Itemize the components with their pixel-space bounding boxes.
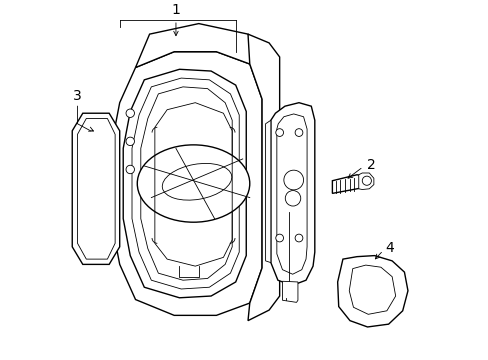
Circle shape	[275, 234, 283, 242]
Polygon shape	[358, 173, 373, 189]
Polygon shape	[72, 113, 120, 264]
Text: 1: 1	[171, 3, 180, 17]
Circle shape	[126, 137, 134, 145]
Polygon shape	[348, 265, 395, 314]
Text: 2: 2	[366, 158, 375, 172]
Text: 4: 4	[385, 240, 393, 255]
Ellipse shape	[162, 163, 231, 200]
Polygon shape	[247, 34, 279, 321]
Polygon shape	[78, 118, 115, 259]
Circle shape	[126, 165, 134, 174]
Polygon shape	[265, 120, 270, 263]
Polygon shape	[337, 256, 407, 327]
Circle shape	[362, 176, 371, 185]
Polygon shape	[135, 24, 262, 68]
Circle shape	[275, 129, 283, 136]
Polygon shape	[141, 87, 232, 280]
Circle shape	[295, 234, 302, 242]
Polygon shape	[282, 281, 297, 302]
Circle shape	[285, 190, 300, 206]
Circle shape	[295, 129, 302, 136]
Polygon shape	[276, 114, 306, 274]
Circle shape	[126, 109, 134, 117]
Ellipse shape	[137, 145, 249, 222]
Circle shape	[284, 170, 303, 190]
Text: 3: 3	[73, 89, 81, 103]
Polygon shape	[332, 175, 360, 193]
Polygon shape	[123, 69, 246, 298]
Polygon shape	[111, 52, 262, 315]
Polygon shape	[270, 103, 314, 285]
Polygon shape	[132, 78, 239, 289]
